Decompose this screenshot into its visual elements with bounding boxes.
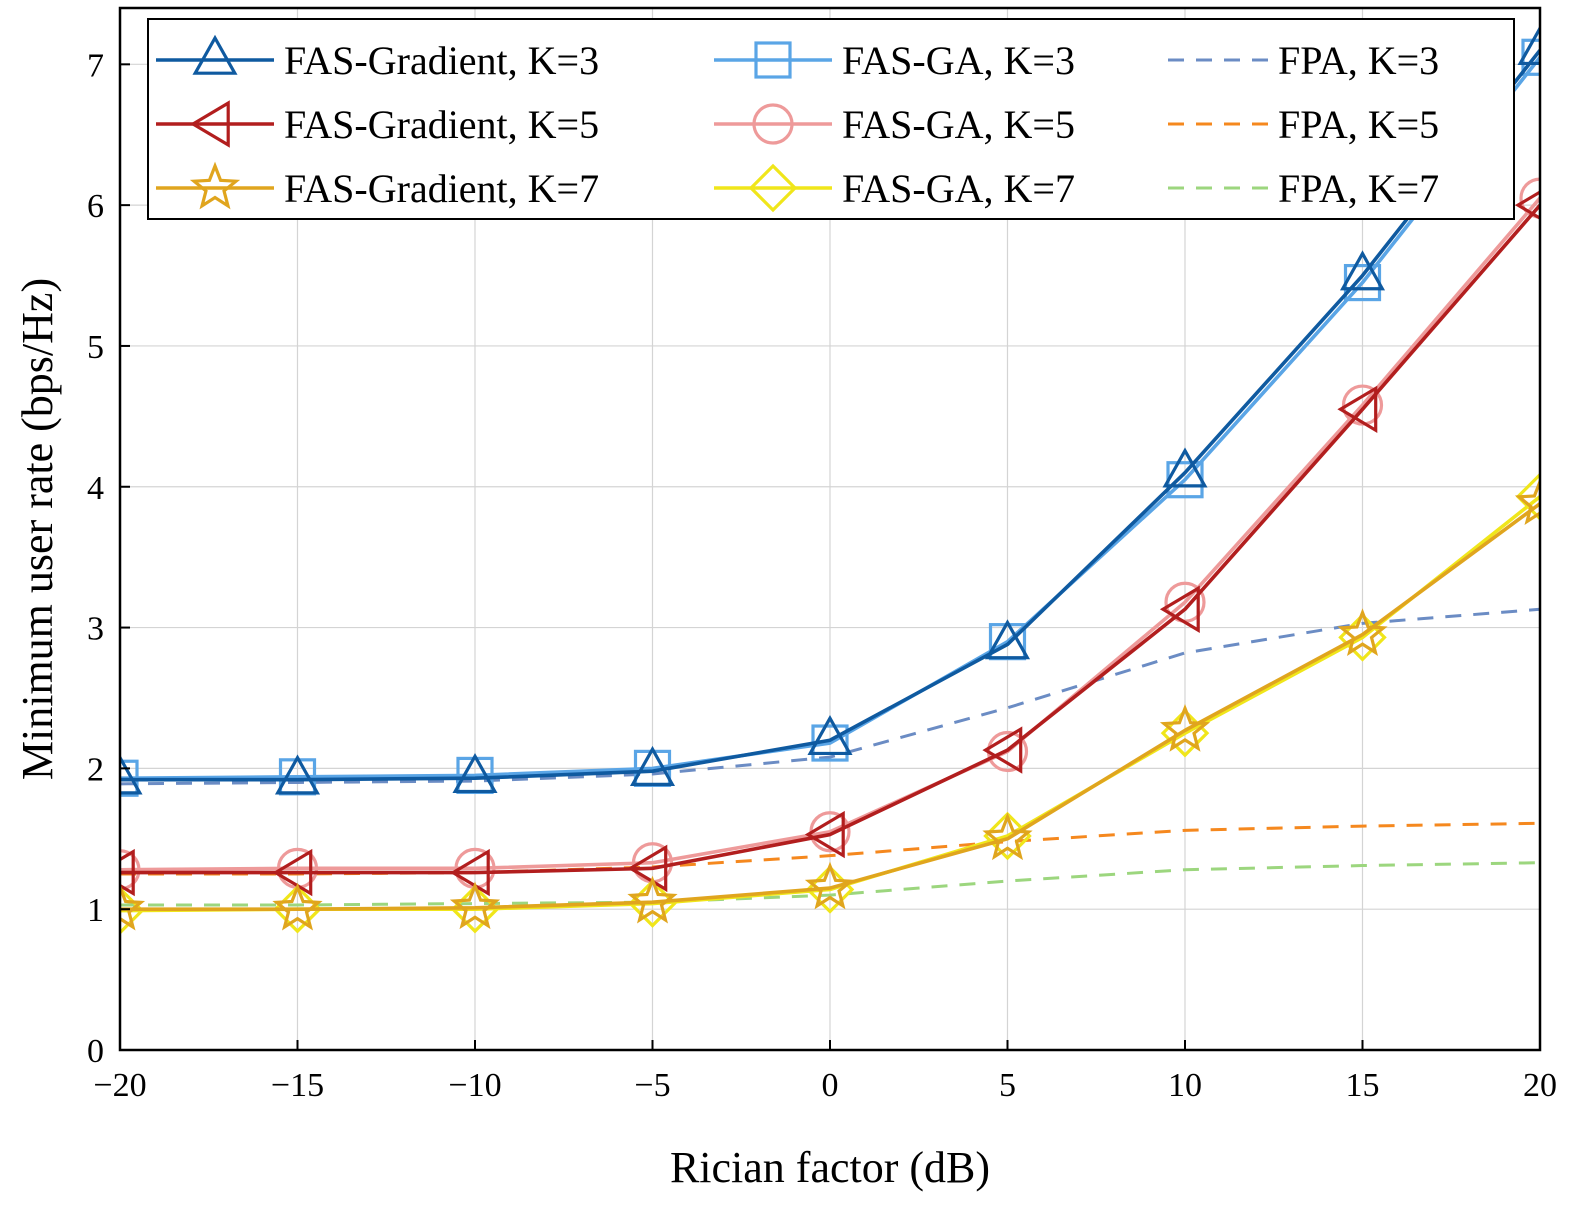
series-line: [120, 502, 1540, 911]
x-tick-label: −10: [448, 1067, 501, 1104]
legend-label: FAS-GA, K=3: [842, 38, 1075, 83]
legend-label: FPA, K=3: [1278, 38, 1439, 83]
series-layer: [120, 24, 1540, 935]
data-point-2: [449, 848, 490, 897]
data-point-7: [1337, 608, 1388, 656]
x-tick-label: 5: [999, 1067, 1016, 1104]
data-point-0: [120, 882, 146, 931]
series-3: [120, 190, 1540, 897]
series-line: [120, 861, 1540, 907]
legend-entry-5: FPA, K=5: [1168, 102, 1439, 147]
legend-label: FAS-Gradient, K=3: [284, 38, 599, 83]
y-tick-label: 0: [87, 1033, 104, 1070]
data-point-6: [1159, 585, 1200, 633]
data-point-4: [807, 714, 853, 756]
y-axis-label: Minimum user rate (bps/Hz): [13, 278, 62, 780]
data-point-7: [1338, 613, 1387, 662]
x-tick-label: −5: [634, 1067, 670, 1104]
legend-label: FAS-Gradient, K=7: [284, 166, 599, 211]
data-point-8: [1515, 472, 1540, 521]
series-line: [120, 203, 1540, 875]
data-point-3: [627, 875, 678, 924]
data-point-1: [274, 754, 321, 795]
legend-swatch-marker: [748, 163, 798, 213]
legend-label: FAS-GA, K=5: [842, 102, 1075, 147]
series-8: [120, 861, 1540, 907]
data-point-0: [120, 754, 143, 795]
x-tick-label: 0: [822, 1067, 839, 1104]
legend-label: FAS-GA, K=7: [842, 166, 1075, 211]
data-point-5: [982, 812, 1033, 861]
series-line: [120, 196, 1540, 872]
data-point-4: [804, 861, 856, 910]
data-point-6: [1159, 703, 1211, 752]
legend-entry-6: FAS-Gradient, K=7: [156, 161, 599, 211]
y-tick-label: 4: [87, 470, 104, 507]
axis-ticks: −20 −15 −10 −5 0 5 10 15 20 0 1 2 3 4 5 6 7: [87, 47, 1557, 1104]
legend-entry-7: FAS-GA, K=7: [714, 163, 1075, 213]
data-point-5: [982, 726, 1023, 774]
y-tick-label: 7: [87, 47, 104, 84]
x-tick-label: −15: [271, 1067, 324, 1104]
x-axis-label: Rician factor (dB): [670, 1143, 990, 1192]
data-point-8: [1514, 190, 1540, 221]
legend-swatch-marker: [754, 41, 792, 79]
legend: FAS-Gradient, K=3 FAS-GA, K=3 FPA, K=3 FAS-…: [147, 18, 1515, 220]
series-2: [120, 607, 1540, 786]
data-point-7: [1337, 385, 1378, 434]
legend-entry-2: FPA, K=3: [1168, 38, 1439, 83]
y-tick-label: 1: [87, 892, 104, 929]
legend-box: [147, 18, 1515, 220]
data-point-0: [120, 848, 135, 897]
data-point-1: [272, 848, 313, 897]
legend-entry-8: FPA, K=7: [1168, 166, 1439, 211]
series-line: [120, 56, 1540, 781]
series-line: [120, 607, 1540, 786]
legend-swatch-marker: [192, 34, 238, 75]
data-point-3: [627, 844, 668, 893]
legend-swatch-marker: [189, 100, 230, 148]
data-point-7: [1339, 250, 1386, 291]
x-tick-label: 10: [1168, 1067, 1202, 1104]
data-point-8: [1519, 177, 1540, 219]
y-tick-label: 6: [87, 188, 104, 225]
data-point-8: [1514, 477, 1540, 526]
data-point-1: [272, 882, 323, 931]
data-point-5: [984, 619, 1031, 660]
legend-entry-3: FAS-Gradient, K=5: [156, 100, 599, 148]
legend-label: FPA, K=5: [1278, 102, 1439, 147]
series-0: [120, 24, 1540, 795]
y-tick-label: 3: [87, 611, 104, 648]
data-point-6: [1162, 447, 1208, 488]
legend-entry-4: FAS-GA, K=5: [714, 102, 1075, 147]
legend-swatch-marker: [752, 103, 794, 145]
data-point-4: [804, 810, 845, 859]
x-tick-label: 20: [1523, 1067, 1557, 1104]
y-tick-label: 2: [87, 751, 104, 788]
x-tick-label: −20: [93, 1067, 146, 1104]
data-point-2: [452, 752, 498, 794]
legend-label: FPA, K=7: [1278, 166, 1439, 211]
data-point-6: [1160, 708, 1210, 758]
data-point-0: [120, 849, 141, 891]
data-point-2: [449, 881, 501, 930]
data-point-3: [629, 745, 676, 786]
legend-entry-1: FAS-GA, K=3: [714, 38, 1075, 83]
legend-swatch-marker: [189, 161, 241, 210]
legend-label: FAS-Gradient, K=5: [284, 102, 599, 147]
series-6: [120, 477, 1540, 931]
y-tick-label: 5: [87, 329, 104, 366]
x-tick-label: 15: [1346, 1067, 1380, 1104]
data-point-8: [1517, 24, 1540, 66]
legend-entry-0: FAS-Gradient, K=3: [156, 34, 599, 83]
series-line: [120, 49, 1540, 782]
